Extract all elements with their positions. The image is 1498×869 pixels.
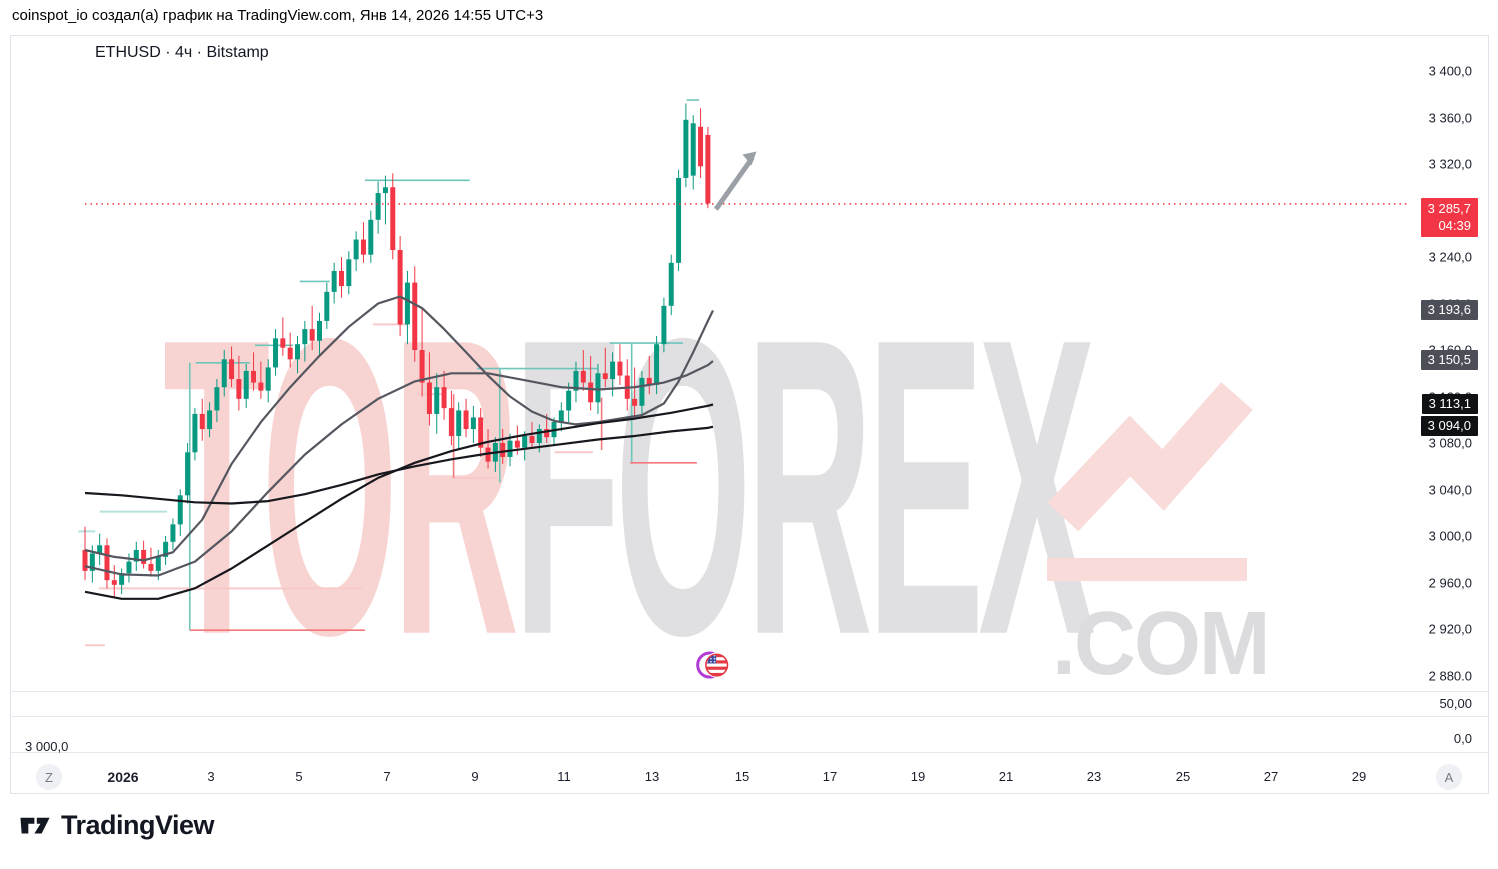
- price-tick-label: 3 040,0: [1428, 482, 1472, 497]
- price-tick-label: 2 880.0: [1428, 668, 1472, 683]
- time-tick-label: 21: [998, 769, 1014, 784]
- indicator-pane2-left-value: 3 000,0: [25, 739, 69, 754]
- timezone-button[interactable]: Z: [36, 764, 62, 790]
- time-tick-label: 17: [822, 769, 838, 784]
- price-tick-label: 3 240,0: [1428, 249, 1472, 265]
- time-tick-label: 19: [910, 769, 926, 784]
- price-tick-label: 2 960,0: [1428, 575, 1472, 590]
- time-tick-label: 29: [1351, 769, 1367, 784]
- pane-separator: [10, 716, 1488, 717]
- price-tick-label: 3 320,0: [1428, 156, 1472, 172]
- bar-countdown: 04:39: [1438, 217, 1471, 233]
- indicator-pane2-value: 0,0: [1453, 731, 1472, 746]
- time-tick-label: 9: [471, 769, 479, 784]
- tradingview-logo-icon: [20, 817, 50, 834]
- time-tick-label: 7: [383, 769, 391, 784]
- time-tick-label: 5: [295, 769, 303, 784]
- time-tick-label: 23: [1086, 769, 1102, 784]
- auto-scale-button[interactable]: A: [1436, 764, 1462, 790]
- chart-card: [10, 35, 1489, 794]
- price-tick-label: 2 920,0: [1428, 621, 1472, 637]
- symbol-title: ETHUSD · 4ч · Bitstamp: [95, 44, 269, 61]
- price-tick-label: 3 360,0: [1428, 110, 1472, 125]
- indicator-pane1-value: 50,00: [1439, 696, 1472, 711]
- time-tick-label: 27: [1263, 769, 1279, 784]
- time-tick-label: 3: [207, 769, 215, 784]
- time-tick-label: 13: [644, 769, 660, 784]
- time-tick-label: 15: [734, 769, 750, 784]
- ma-value-badge: 3 113,1: [1421, 393, 1478, 414]
- price-tick-label: 3 000,0: [1428, 528, 1472, 544]
- price-tick-label: 3 080,0: [1428, 435, 1472, 451]
- last-price-badge: 3 285,7 04:39: [1420, 197, 1478, 237]
- price-tick-label: 3 400,0: [1428, 63, 1472, 79]
- time-tick-label: 25: [1175, 769, 1191, 784]
- time-tick-label: 2026: [107, 769, 139, 785]
- watermark-com: .COM: [1052, 593, 1271, 694]
- attribution-text: coinspot_io создал(а) график на TradingV…: [12, 7, 544, 24]
- ma-value-badge: 3 094,0: [1420, 415, 1478, 436]
- pane-separator: [10, 752, 1488, 753]
- last-price-value: 3 285,7: [1427, 200, 1471, 216]
- ma-value-badge: 3 150,5: [1420, 350, 1478, 371]
- time-tick-label: 11: [557, 769, 571, 784]
- pane-separator: [10, 691, 1488, 692]
- tradingview-logo[interactable]: TradingView: [18, 808, 215, 842]
- tradingview-logo-text: TradingView: [61, 809, 215, 840]
- ma-value-badge: 3 193,6: [1420, 299, 1478, 320]
